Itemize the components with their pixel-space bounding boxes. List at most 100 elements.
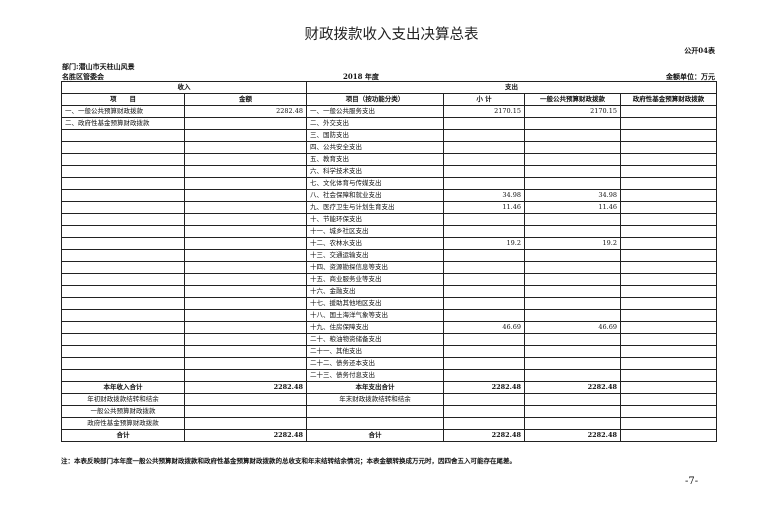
table-row: 二十一、其他支出 <box>61 345 717 358</box>
subtotal-cell <box>443 345 525 358</box>
fund-budget-cell <box>620 429 717 442</box>
fund-budget-cell <box>620 321 717 334</box>
summary-row: 一般公共预算财政拨款 <box>61 405 717 418</box>
subtotal-cell <box>443 249 525 262</box>
income-amount-cell: 2282.48 <box>184 105 307 118</box>
general-budget-cell: 19.2 <box>524 237 621 250</box>
fund-budget-cell <box>620 105 717 118</box>
general-budget-cell <box>524 345 621 358</box>
fund-budget-cell <box>620 381 717 394</box>
general-budget-cell <box>524 129 621 142</box>
expense-header: 支出 <box>306 81 717 94</box>
general-budget-cell <box>524 261 621 274</box>
income-amount-cell <box>184 285 307 298</box>
income-amount-cell <box>184 417 307 430</box>
income-amount-cell <box>184 129 307 142</box>
income-amount-cell <box>184 141 307 154</box>
subtotal-cell <box>443 165 525 178</box>
col-header-fund-budget: 政府性基金预算财政拨款 <box>620 93 717 106</box>
amount-unit: 金额单位：万元 <box>666 72 715 81</box>
table-row: 十三、交通运输支出 <box>61 249 717 262</box>
expense-item-cell: 二十二、债务还本支出 <box>306 357 444 370</box>
income-amount-cell <box>184 225 307 238</box>
subtotal-cell <box>443 285 525 298</box>
table-row: 二、政府性基金预算财政拨款 二、外交支出 <box>61 117 717 130</box>
income-item-cell <box>61 189 185 202</box>
income-amount-cell <box>184 273 307 286</box>
fund-budget-cell <box>620 165 717 178</box>
table-row: 七、文化体育与传媒支出 <box>61 177 717 190</box>
table-row: 十四、资源勘探信息等支出 <box>61 261 717 274</box>
table-row: 一、一般公共预算财政拨款 2282.48 一、一般公共服务支出 2170.15 2170… <box>61 105 717 118</box>
page-number: -7- <box>685 476 699 487</box>
expense-item-cell: 合计 <box>306 429 444 442</box>
col-header-item: 项 目 <box>61 93 185 106</box>
fund-budget-cell <box>620 285 717 298</box>
general-budget-cell <box>524 117 621 130</box>
income-item-cell <box>61 273 185 286</box>
general-budget-cell <box>524 369 621 382</box>
income-amount-cell <box>184 261 307 274</box>
table-row: 十二、农林水支出 19.2 19.2 <box>61 237 717 250</box>
general-budget-cell: 2282.48 <box>524 429 621 442</box>
table-row: 二十二、债务还本支出 <box>61 357 717 370</box>
income-amount-cell <box>184 357 307 370</box>
fund-budget-cell <box>620 177 717 190</box>
income-item-cell <box>61 297 185 310</box>
fund-budget-cell <box>620 225 717 238</box>
fund-budget-cell <box>620 369 717 382</box>
income-amount-cell <box>184 213 307 226</box>
income-item-cell: 一般公共预算财政拨款 <box>61 405 185 418</box>
col-header-item-by-function: 项目（按功能分类） <box>306 93 444 106</box>
table-row: 二十、粮油物资储备支出 <box>61 333 717 346</box>
subtotal-cell <box>443 405 525 418</box>
fund-budget-cell <box>620 129 717 142</box>
income-item-cell: 年初财政拨款结转和结余 <box>61 393 185 406</box>
income-amount-cell <box>184 405 307 418</box>
income-item-cell <box>61 321 185 334</box>
income-item-cell <box>61 249 185 262</box>
general-budget-cell: 11.46 <box>524 201 621 214</box>
income-amount-cell <box>184 165 307 178</box>
subtotal-cell <box>443 225 525 238</box>
expense-item-cell: 十、节能环保支出 <box>306 213 444 226</box>
table-row: 十、节能环保支出 <box>61 213 717 226</box>
expense-item-cell: 五、教育支出 <box>306 153 444 166</box>
table-row: 三、国防支出 <box>61 129 717 142</box>
general-budget-cell <box>524 177 621 190</box>
income-item-cell: 本年收入合计 <box>61 381 185 394</box>
income-amount-cell <box>184 345 307 358</box>
expense-item-cell: 九、医疗卫生与计划生育支出 <box>306 201 444 214</box>
department-name: 部门:潜山市天柱山风景 <box>62 62 135 71</box>
income-item-cell <box>61 129 185 142</box>
subtotal-cell: 2282.48 <box>443 429 525 442</box>
table-row: 十五、商业服务业等支出 <box>61 273 717 286</box>
expense-item-cell: 十八、国土海洋气象等支出 <box>306 309 444 322</box>
subtotal-cell <box>443 369 525 382</box>
subtotal-cell <box>443 129 525 142</box>
income-amount-cell <box>184 189 307 202</box>
fund-budget-cell <box>620 141 717 154</box>
income-item-cell <box>61 285 185 298</box>
income-header: 收入 <box>61 81 307 94</box>
general-budget-cell <box>524 297 621 310</box>
subtotal-cell <box>443 309 525 322</box>
form-number: 公开04表 <box>684 46 715 55</box>
table-row: 九、医疗卫生与计划生育支出 11.46 11.46 <box>61 201 717 214</box>
fund-budget-cell <box>620 201 717 214</box>
table-row: 十九、住房保障支出 46.69 46.69 <box>61 321 717 334</box>
subtotal-cell: 2170.15 <box>443 105 525 118</box>
general-budget-cell <box>524 285 621 298</box>
general-budget-cell <box>524 417 621 430</box>
income-amount-cell: 2282.48 <box>184 429 307 442</box>
subtotal-cell <box>443 273 525 286</box>
general-budget-cell: 46.69 <box>524 321 621 334</box>
expense-item-cell: 七、文化体育与传媒支出 <box>306 177 444 190</box>
expense-item-cell <box>306 417 444 430</box>
summary-row: 年初财政拨款结转和结余 年末财政拨款结转和结余 <box>61 393 717 406</box>
income-amount-cell <box>184 153 307 166</box>
income-item-cell <box>61 357 185 370</box>
summary-row: 政府性基金预算财政拨款 <box>61 417 717 430</box>
expense-item-cell: 三、国防支出 <box>306 129 444 142</box>
income-item-cell: 一、一般公共预算财政拨款 <box>61 105 185 118</box>
